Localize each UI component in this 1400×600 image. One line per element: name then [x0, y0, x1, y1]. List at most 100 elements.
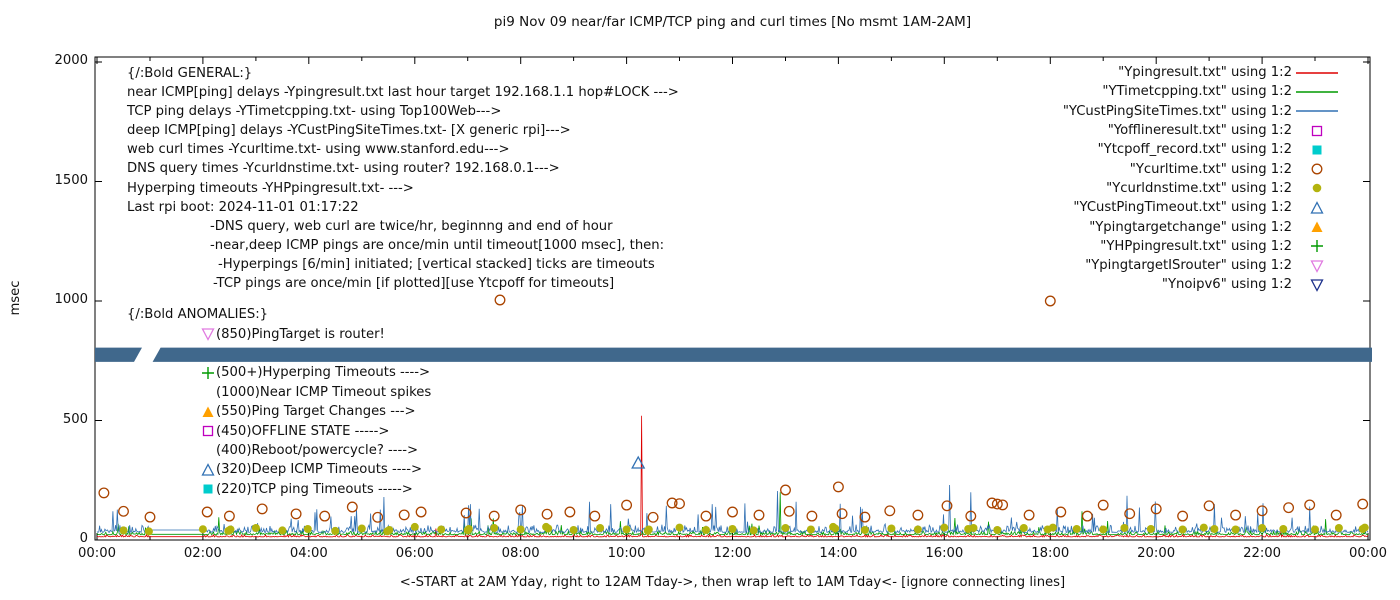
general-note-line: {/:Bold GENERAL:}	[127, 66, 253, 81]
square-open-icon	[200, 423, 216, 439]
general-note-line: -TCP pings are once/min [if plotted][use…	[213, 276, 615, 292]
chart-title: pi9 Nov 09 near/far ICMP/TCP ping and cu…	[493, 14, 972, 30]
x-tick-label: 18:00	[1031, 546, 1070, 561]
anomaly-row: (450)OFFLINE STATE ----->	[127, 421, 431, 440]
x-tick-label: 10:00	[607, 546, 646, 561]
triangle-filled-icon	[200, 404, 216, 420]
x-tick-label: 20:00	[1137, 546, 1176, 561]
anomaly-label: (450)OFFLINE STATE ----->	[216, 423, 390, 439]
legend-item: "Ypingresult.txt" using 1:2	[1063, 63, 1340, 82]
general-note-line: -Hyperpings [6/min] initiated; [vertical…	[218, 256, 655, 272]
general-note-line: web curl times -Ycurltime.txt- using www…	[127, 142, 510, 158]
legend-item: "Ypingtargetchange" using 1:2	[1063, 217, 1340, 236]
general-note-line: deep ICMP[ping] delays -YCustPingSiteTim…	[127, 123, 571, 139]
legend-item: "YHPpingresult.txt" using 1:2	[1063, 237, 1340, 256]
legend-label: "YTimetcpping.txt" using 1:2	[1102, 84, 1292, 100]
x-tick-label: 08:00	[501, 546, 540, 561]
nabla-open-icon	[1294, 258, 1340, 274]
anomaly-label: (220)TCP ping Timeouts ----->	[216, 481, 413, 497]
x-tick-label: 00:00	[77, 546, 116, 561]
anomaly-row: (220)TCP ping Timeouts ----->	[127, 480, 431, 499]
general-note-line: near ICMP[ping] delays -Ypingresult.txt …	[127, 85, 679, 101]
anomalies-header: {/:Bold ANOMALIES:}	[127, 307, 269, 323]
legend-item: "YCustPingSiteTimes.txt" using 1:2	[1063, 102, 1340, 121]
x-tick-label: 06:00	[395, 546, 434, 561]
anomaly-label: (320)Deep ICMP Timeouts ---->	[216, 462, 423, 478]
anomalies-annotations: {/:Bold ANOMALIES:} (850)PingTarget is ro…	[127, 305, 431, 499]
legend-item: "Ycurltime.txt" using 1:2	[1063, 159, 1340, 178]
x-tick-label: 12:00	[713, 546, 752, 561]
x-tick-label: 00:00	[1348, 546, 1387, 561]
general-note-line: DNS query times -Ycurldnstime.txt- using…	[127, 161, 560, 177]
legend-label: "Ypingtargetchange" using 1:2	[1089, 219, 1292, 235]
legend-label: "Ycurldnstime.txt" using 1:2	[1106, 180, 1292, 196]
anomaly-row: (850)PingTarget is router!	[127, 324, 431, 343]
anomaly-label: (500+)Hyperping Timeouts ---->	[216, 365, 431, 381]
x-tick-label: 02:00	[183, 546, 222, 561]
line-icon	[1294, 65, 1340, 81]
legend-label: "Ycurltime.txt" using 1:2	[1129, 161, 1292, 177]
legend-label: "Ynoipv6" using 1:2	[1161, 277, 1292, 293]
general-note-line: Hyperping timeouts -YHPpingresult.txt- -…	[127, 180, 414, 196]
x-tick-label: 16:00	[925, 546, 964, 561]
y-tick-label: 1500	[54, 172, 88, 188]
blank-icon	[200, 384, 216, 400]
legend-item: "Ynoipv6" using 1:2	[1063, 275, 1340, 294]
legend-item: "Yofflineresult.txt" using 1:2	[1063, 121, 1340, 140]
legend: "Ypingresult.txt" using 1:2 "YTimetcpping…	[1063, 63, 1340, 295]
anomaly-label: (400)Reboot/powercycle? ---->	[216, 442, 419, 458]
general-note-line: -near,deep ICMP pings are once/min until…	[210, 237, 665, 253]
general-note-line: TCP ping delays -YTimetcpping.txt- using…	[127, 104, 502, 120]
legend-item: "YTimetcpping.txt" using 1:2	[1063, 82, 1340, 101]
circle-open-icon	[1294, 161, 1340, 177]
anomaly-row: (1000)Near ICMP Timeout spikes	[127, 383, 431, 402]
legend-label: "YHPpingresult.txt" using 1:2	[1100, 238, 1292, 254]
legend-label: "Ytcpoff_record.txt" using 1:2	[1097, 142, 1292, 158]
anomaly-row: (500+)Hyperping Timeouts ---->	[127, 363, 431, 382]
blank-icon	[200, 442, 216, 458]
anomaly-row: (400)Reboot/powercycle? ---->	[127, 441, 431, 460]
line-icon	[1294, 84, 1340, 100]
legend-label: "Ypingresult.txt" using 1:2	[1118, 65, 1292, 81]
y-tick-label: 0	[79, 531, 88, 546]
legend-label: "YCustPingSiteTimes.txt" using 1:2	[1062, 103, 1292, 119]
square-open-icon	[1294, 123, 1340, 139]
square-filled-icon	[200, 481, 216, 497]
y-tick-label: 500	[62, 411, 88, 427]
triangle-open-icon	[200, 462, 216, 478]
triangle-open-icon	[1294, 200, 1340, 216]
legend-label: "Yofflineresult.txt" using 1:2	[1107, 123, 1292, 139]
anomaly-row: (550)Ping Target Changes --->	[127, 402, 431, 421]
nabla-open-icon	[200, 326, 216, 342]
nabla-open-icon	[1294, 277, 1340, 293]
anomaly-label: (550)Ping Target Changes --->	[216, 404, 416, 420]
anomaly-label: (1000)Near ICMP Timeout spikes	[216, 384, 432, 400]
points-YCustPingTimeout.txt	[631, 455, 646, 469]
legend-label: "YCustPingTimeout.txt" using 1:2	[1073, 200, 1292, 216]
x-tick-label: 22:00	[1243, 546, 1282, 561]
points-Ycurldnstime.txt	[119, 522, 1369, 536]
legend-item: "YpingtargetISrouter" using 1:2	[1063, 256, 1340, 275]
plus-icon	[200, 365, 216, 381]
y-tick-label: 2000	[54, 53, 88, 68]
general-note-line: -DNS query, web curl are twice/hr, begin…	[210, 218, 613, 234]
anomaly-label: (850)PingTarget is router!	[216, 326, 385, 342]
x-axis-label: <-START at 2AM Yday, right to 12AM Tday-…	[399, 575, 1066, 590]
legend-item: "Ytcpoff_record.txt" using 1:2	[1063, 140, 1340, 159]
line-icon	[1294, 103, 1340, 119]
plus-icon	[1294, 238, 1340, 254]
y-axis-label: msec	[8, 280, 23, 316]
anomaly-row-hidden	[127, 344, 431, 363]
legend-item: "YCustPingTimeout.txt" using 1:2	[1063, 198, 1340, 217]
triangle-filled-icon	[1294, 219, 1340, 235]
anomaly-row: (320)Deep ICMP Timeouts ---->	[127, 460, 431, 479]
square-filled-icon	[1294, 142, 1340, 158]
legend-label: "YpingtargetISrouter" using 1:2	[1085, 258, 1292, 274]
general-annotations: {/:Bold GENERAL:} near ICMP[ping] delays …	[127, 66, 679, 295]
general-note-line: Last rpi boot: 2024-11-01 01:17:22	[127, 199, 359, 215]
x-tick-label: 14:00	[819, 546, 858, 561]
legend-item: "Ycurldnstime.txt" using 1:2	[1063, 179, 1340, 198]
y-tick-label: 1000	[54, 292, 88, 307]
x-tick-label: 04:00	[289, 546, 328, 561]
